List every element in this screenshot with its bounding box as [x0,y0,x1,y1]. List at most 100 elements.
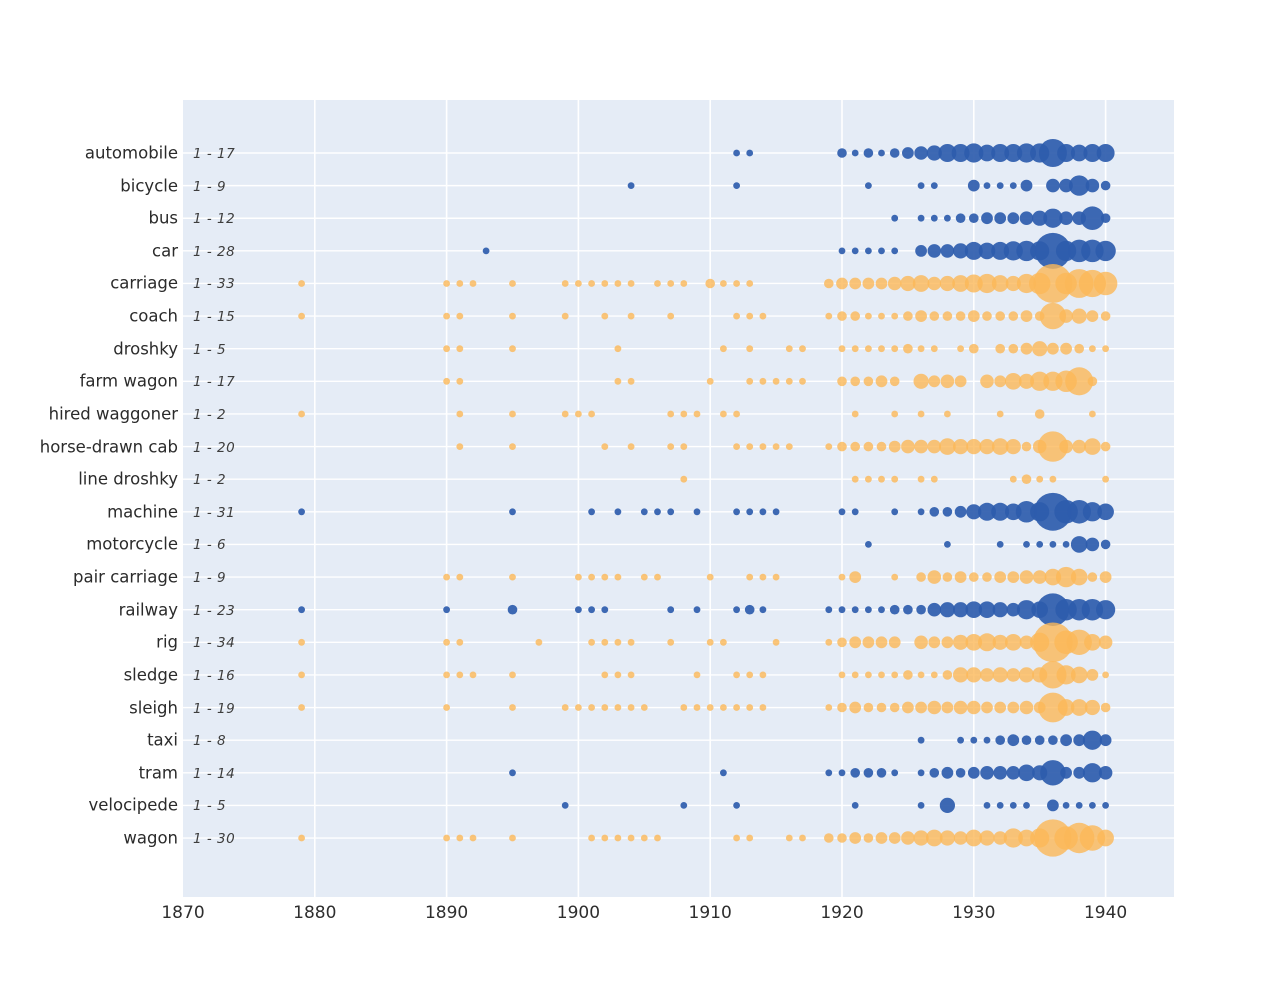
bubble-farm-wagon-1934[interactable] [1018,373,1035,389]
bubble-coach-1932[interactable] [995,311,1006,321]
bubble-droshky-1924[interactable] [891,345,899,353]
bubble-railway-1914[interactable] [759,606,767,614]
bubble-velocipede-1932[interactable] [996,802,1004,809]
bubble-droshky-1916[interactable] [785,345,793,353]
bubble-tram-1927[interactable] [929,767,940,778]
bubble-bicycle-1934[interactable] [1020,179,1033,192]
bubble-bus-1940[interactable] [1100,213,1111,224]
bubble-droshky-1922[interactable] [865,345,872,353]
bubble-pair-carriage-1927[interactable] [927,570,942,584]
bubble-velocipede-1928[interactable] [939,797,956,814]
bubble-farm-wagon-1939[interactable] [1087,376,1098,387]
bubble-machine-1895[interactable] [509,508,516,516]
bubble-car-1920[interactable] [838,247,846,255]
bubble-machine-1915[interactable] [772,508,780,516]
bubble-bus-1935[interactable] [1032,210,1048,226]
bubble-velocipede-1936[interactable] [1047,799,1059,812]
bubble-wagon-1920[interactable] [837,833,847,843]
plot-area[interactable] [183,100,1174,897]
bubble-pair-carriage-1905[interactable] [640,573,648,581]
bubble-coach-1929[interactable] [955,311,966,321]
bubble-sledge-1914[interactable] [759,671,767,679]
bubble-farm-wagon-1904[interactable] [627,377,635,385]
bubble-farm-wagon-1917[interactable] [799,377,806,385]
bubble-carriage-1933[interactable] [1005,275,1021,292]
bubble-coach-1937[interactable] [1059,309,1073,323]
bubble-automobile-1933[interactable] [1004,144,1023,162]
bubble-taxi-1933[interactable] [1007,734,1020,747]
bubble-bicycle-1930[interactable] [967,179,980,192]
bubble-coach-1919[interactable] [825,312,833,320]
bubble-hired-waggoner-1926[interactable] [917,410,925,418]
bubble-machine-1931[interactable] [978,502,996,521]
bubble-sleigh-1936[interactable] [1038,692,1068,723]
bubble-horse-drawn-cab-1932[interactable] [991,438,1009,455]
bubble-bicycle-1912[interactable] [733,182,740,189]
bubble-carriage-1926[interactable] [912,275,930,292]
bubble-automobile-1922[interactable] [863,148,874,158]
bubble-horse-drawn-cab-1926[interactable] [914,439,928,454]
bubble-hired-waggoner-1928[interactable] [944,410,951,418]
bubble-machine-1924[interactable] [891,508,899,516]
category-label-carriage[interactable]: carriage [110,273,178,293]
bubble-horse-drawn-cab-1931[interactable] [979,439,995,455]
bubble-pair-carriage-1915[interactable] [772,573,780,581]
bubble-sleigh-1911[interactable] [720,704,727,711]
bubble-machine-1939[interactable] [1082,502,1103,522]
bubble-automobile-1936[interactable] [1038,138,1067,168]
bubble-carriage-1906[interactable] [654,280,661,287]
bubble-tram-1922[interactable] [863,767,874,778]
bubble-coach-1934[interactable] [1020,310,1033,322]
bubble-droshky-1938[interactable] [1074,343,1085,354]
bubble-pair-carriage-1891[interactable] [456,573,464,581]
bubble-coach-1907[interactable] [667,312,675,320]
bubble-automobile-1937[interactable] [1057,144,1076,162]
bubble-machine-1879[interactable] [298,508,305,516]
bubble-automobile-1927[interactable] [926,145,942,161]
bubble-coach-1912[interactable] [733,312,740,320]
bubble-hired-waggoner-1912[interactable] [733,410,740,418]
bubble-coach-1928[interactable] [942,311,953,321]
bubble-tram-1921[interactable] [850,767,861,778]
bubble-car-1893[interactable] [482,247,490,255]
bubble-automobile-1940[interactable] [1096,144,1115,162]
bubble-automobile-1930[interactable] [964,143,984,163]
bubble-pair-carriage-1934[interactable] [1019,570,1034,584]
bubble-wagon-1913[interactable] [746,834,754,842]
bubble-farm-wagon-1920[interactable] [837,376,847,387]
bubble-railway-1925[interactable] [903,604,913,615]
category-label-sledge[interactable]: sledge [123,665,178,685]
bubble-wagon-1891[interactable] [456,834,464,842]
bubble-sleigh-1908[interactable] [680,704,688,711]
bubble-horse-drawn-cab-1895[interactable] [509,443,516,450]
bubble-droshky-1927[interactable] [930,345,938,353]
bubble-carriage-1908[interactable] [680,280,688,287]
bubble-bus-1939[interactable] [1080,206,1105,230]
bubble-automobile-1934[interactable] [1016,143,1037,163]
bubble-sledge-1931[interactable] [980,668,994,682]
category-label-rig[interactable]: rig [156,632,178,652]
bubble-machine-1903[interactable] [614,508,622,516]
bubble-sledge-1903[interactable] [614,671,622,679]
bubble-farm-wagon-1932[interactable] [994,375,1007,388]
bubble-rig-1928[interactable] [941,636,954,649]
bubble-droshky-1932[interactable] [995,343,1006,354]
bubble-tram-1919[interactable] [825,769,833,777]
bubble-rig-1929[interactable] [953,634,969,650]
bubble-coach-1923[interactable] [878,312,885,320]
bubble-sledge-1932[interactable] [992,667,1008,683]
bubble-bus-1926[interactable] [917,214,925,222]
bubble-coach-1938[interactable] [1071,308,1087,324]
bubble-pair-carriage-1933[interactable] [1007,571,1020,583]
bubble-wagon-1906[interactable] [654,834,661,842]
bubble-railway-1879[interactable] [298,606,305,614]
bubble-motorcycle-1936[interactable] [1049,541,1057,548]
bubble-tram-1920[interactable] [838,769,846,777]
bubble-wagon-1879[interactable] [298,834,305,842]
bubble-farm-wagon-1931[interactable] [980,374,994,389]
bubble-tram-1936[interactable] [1040,760,1066,786]
bubble-hired-waggoner-1909[interactable] [693,410,701,418]
bubble-farm-wagon-1910[interactable] [706,377,714,385]
bubble-droshky-1903[interactable] [614,345,622,353]
bubble-horse-drawn-cab-1915[interactable] [772,443,780,450]
